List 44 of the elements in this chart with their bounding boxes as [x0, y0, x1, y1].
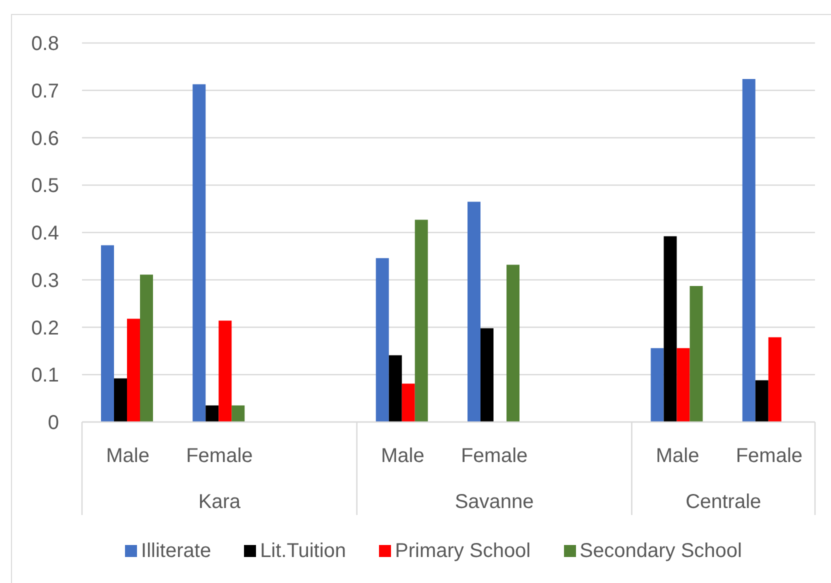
- x-tick-label: Male: [106, 445, 150, 467]
- text: Kara: [198, 491, 242, 513]
- y-tick-label: 0.4: [31, 222, 59, 245]
- text: Savanne: [454, 491, 534, 513]
- y-tick-label: 0.2: [31, 317, 59, 340]
- bar: [127, 318, 140, 422]
- bar: [468, 202, 480, 422]
- bar: [114, 378, 127, 422]
- y-tick-label: 0.5: [31, 175, 59, 198]
- x-tick-label: Female: [460, 445, 528, 467]
- bar: [232, 405, 245, 422]
- y-tick-label: 0.7: [31, 80, 59, 102]
- text: Centrale: [686, 491, 762, 513]
- bar: [690, 286, 703, 422]
- bar: [768, 337, 782, 422]
- bar: [101, 245, 114, 422]
- y-tick-label: 0.3: [31, 270, 59, 292]
- bar: [480, 328, 494, 422]
- bar: [376, 258, 389, 422]
- bar: [755, 380, 768, 422]
- legend-label: Primary School: [394, 540, 531, 562]
- bar: [506, 264, 520, 422]
- bar: [140, 274, 153, 422]
- bar: [206, 405, 219, 422]
- legend-label: Secondary School: [578, 540, 742, 562]
- x-tick-label: Male: [656, 445, 700, 467]
- bar: [664, 236, 677, 422]
- bar: [218, 320, 232, 422]
- x-tick-label: Male: [381, 445, 424, 467]
- legend-label: Lit.Tuition: [259, 540, 346, 562]
- x-tick-label: Female: [186, 445, 253, 467]
- bar: [388, 355, 402, 422]
- bar: [402, 384, 415, 422]
- y-tick-label: 0.6: [31, 128, 59, 150]
- y-tick-label: 0: [48, 412, 59, 434]
- bar: [676, 348, 690, 422]
- y-tick-label: 0.1: [31, 364, 59, 387]
- bar: [192, 84, 206, 422]
- bar: [742, 79, 756, 422]
- legend-label: Illiterate: [140, 540, 212, 562]
- bar: [414, 220, 428, 422]
- bar: [650, 348, 664, 422]
- x-tick-label: Female: [736, 445, 803, 467]
- y-tick-label: 0.8: [31, 33, 59, 56]
